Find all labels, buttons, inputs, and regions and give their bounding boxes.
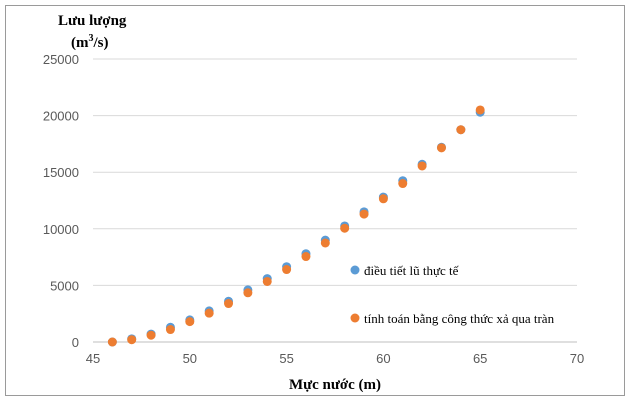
legend-label-cong-thuc: tính toán bằng công thức xả qua tràn	[364, 311, 555, 326]
data-point-series-1	[475, 105, 485, 115]
data-point-series-1	[204, 308, 214, 318]
data-point-series-1	[320, 238, 330, 248]
y-tick-labels: 0 5000 10000 15000 20000 25000	[43, 52, 79, 350]
x-axis-title: Mực nước (m)	[289, 377, 381, 393]
y-tick-label: 15000	[43, 165, 79, 180]
legend-marker-thuc-te	[350, 265, 360, 275]
x-tick-label: 65	[473, 351, 487, 366]
data-points	[107, 105, 485, 347]
legend-label-thuc-te: điều tiết lũ thực tế	[364, 263, 460, 278]
y-axis-title-line2: (m3/s)	[71, 33, 109, 51]
y-tick-label: 10000	[43, 222, 79, 237]
data-point-series-1	[359, 209, 369, 219]
y-tick-label: 5000	[50, 278, 79, 293]
data-point-series-1	[282, 265, 292, 275]
data-point-series-1	[127, 335, 137, 345]
data-point-series-1	[456, 125, 466, 135]
data-point-series-1	[436, 143, 446, 153]
data-point-series-1	[378, 194, 388, 204]
data-point-series-1	[224, 299, 234, 309]
y-axis-title-superscript: 3	[89, 33, 94, 44]
data-point-series-1	[165, 325, 175, 335]
data-point-series-1	[398, 179, 408, 189]
gridlines	[93, 58, 577, 286]
data-point-series-1	[146, 330, 156, 340]
data-point-series-1	[107, 337, 117, 347]
legend-marker-cong-thuc	[350, 313, 360, 323]
x-tick-label: 55	[279, 351, 293, 366]
x-tick-label: 45	[86, 351, 100, 366]
y-tick-label: 25000	[43, 52, 79, 67]
x-tick-label: 70	[570, 351, 584, 366]
y-tick-label: 0	[72, 335, 79, 350]
data-point-series-1	[185, 317, 195, 327]
x-tick-label: 60	[376, 351, 390, 366]
data-point-series-1	[340, 223, 350, 233]
y-axis-title-line1: Lưu lượng	[58, 13, 127, 29]
x-tick-labels: 45 50 55 60 65 70	[86, 351, 584, 366]
data-point-series-1	[243, 288, 253, 298]
legend: điều tiết lũ thực tế tính toán bằng công…	[350, 263, 555, 326]
data-point-series-1	[262, 276, 272, 286]
x-tick-label: 50	[183, 351, 197, 366]
y-axis-title-prefix: (m	[71, 35, 89, 51]
data-point-series-1	[301, 252, 311, 262]
data-point-series-1	[417, 161, 427, 171]
y-tick-label: 20000	[43, 109, 79, 124]
chart-frame	[5, 5, 625, 396]
y-axis-title-suffix: /s)	[93, 35, 109, 51]
